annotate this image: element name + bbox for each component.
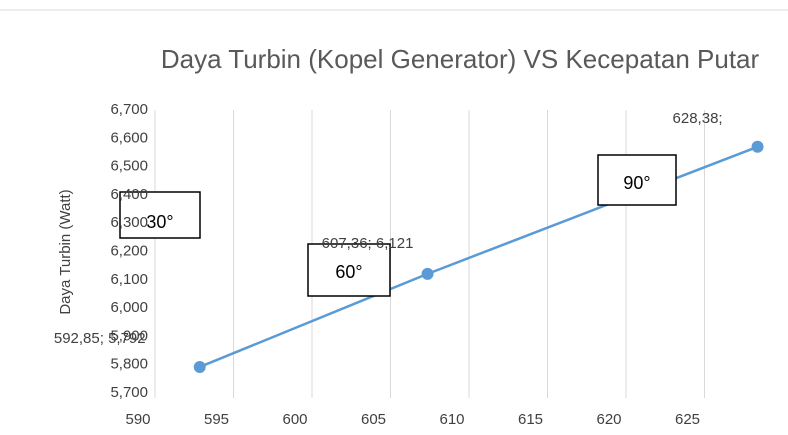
data-point (421, 267, 434, 280)
data-label: 592,85; 5,792 (54, 330, 146, 347)
grid (154, 110, 705, 398)
y-tick-label: 5,700 (110, 384, 148, 401)
y-tick-label: 5,800 (110, 356, 148, 373)
annotation-box (597, 154, 677, 206)
y-tick-label: 6,700 (110, 101, 148, 118)
x-tick-label: 610 (439, 411, 464, 428)
x-tick-label: 595 (204, 411, 229, 428)
x-tick-label: 620 (596, 411, 621, 428)
y-tick-label: 6,100 (110, 271, 148, 288)
y-tick-label: 6,400 (110, 186, 148, 203)
y-tick-label: 6,300 (110, 214, 148, 231)
x-tick-label: 625 (675, 411, 700, 428)
y-tick-label: 5,900 (110, 327, 148, 344)
marks (193, 140, 764, 373)
data-label: 628,38; (673, 110, 723, 127)
annotation: 90° (623, 173, 650, 193)
y-tick-label: 6,500 (110, 158, 148, 175)
annotation: 60° (335, 262, 362, 282)
y-tick-label: 6,000 (110, 299, 148, 316)
data-point (193, 360, 206, 373)
x-tick-label: 600 (282, 411, 307, 428)
data-label: 607,36; 6,121 (322, 235, 414, 252)
annotation: 30° (146, 212, 173, 232)
x-tick-label: 590 (125, 411, 150, 428)
y-tick-label: 6,600 (110, 129, 148, 146)
x-tick-label: 615 (518, 411, 543, 428)
y-axis-label: Daya Turbin (Watt) (57, 189, 74, 314)
x-tick-label: 605 (361, 411, 386, 428)
chart-title: Daya Turbin (Kopel Generator) VS Kecepat… (160, 44, 760, 74)
annotation-box (119, 191, 201, 239)
y-tick-label: 6,200 (110, 242, 148, 259)
data-point (751, 140, 764, 153)
annotation-box (307, 243, 391, 297)
